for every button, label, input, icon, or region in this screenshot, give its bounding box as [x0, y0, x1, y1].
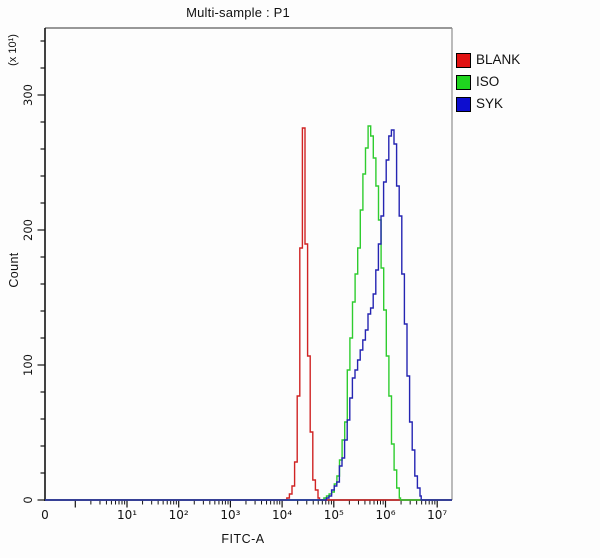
x-tick-label: 10⁵: [324, 508, 344, 522]
y-axis-unit: (x 10¹): [7, 34, 19, 66]
legend-swatch-iso: [456, 74, 471, 90]
x-tick-label: 0: [41, 508, 49, 522]
legend-label: ISO: [476, 74, 500, 89]
x-axis-title: FITC-A: [221, 532, 265, 546]
y-tick-label: 0: [21, 496, 35, 503]
legend-item-iso: ISO: [456, 74, 520, 90]
legend-item-syk: SYK: [456, 96, 520, 112]
curve-iso: [45, 125, 452, 501]
legend-swatch-syk: [456, 96, 471, 112]
chart-title: Multi-sample : P1: [186, 5, 290, 20]
legend-label: BLANK: [476, 52, 521, 67]
legend: BLANK ISO SYK: [456, 52, 520, 118]
y-axis-title: Count: [7, 252, 21, 288]
legend-swatch-blank: [456, 52, 471, 68]
x-tick-label: 10³: [220, 508, 240, 522]
x-tick-label: 10⁴: [272, 508, 292, 522]
y-tick-label: 200: [21, 219, 35, 241]
legend-label: SYK: [476, 96, 504, 111]
x-tick-label: 10²: [169, 508, 189, 522]
curve-blank: [45, 127, 452, 501]
x-tick-label: 10⁶: [375, 508, 395, 522]
legend-item-blank: BLANK: [456, 52, 520, 68]
x-tick-label: 10⁷: [427, 508, 447, 522]
y-tick-label: 100: [21, 354, 35, 376]
x-tick-label: 10¹: [117, 508, 137, 522]
curve-syk: [45, 129, 452, 501]
y-tick-label: 300: [21, 84, 35, 106]
